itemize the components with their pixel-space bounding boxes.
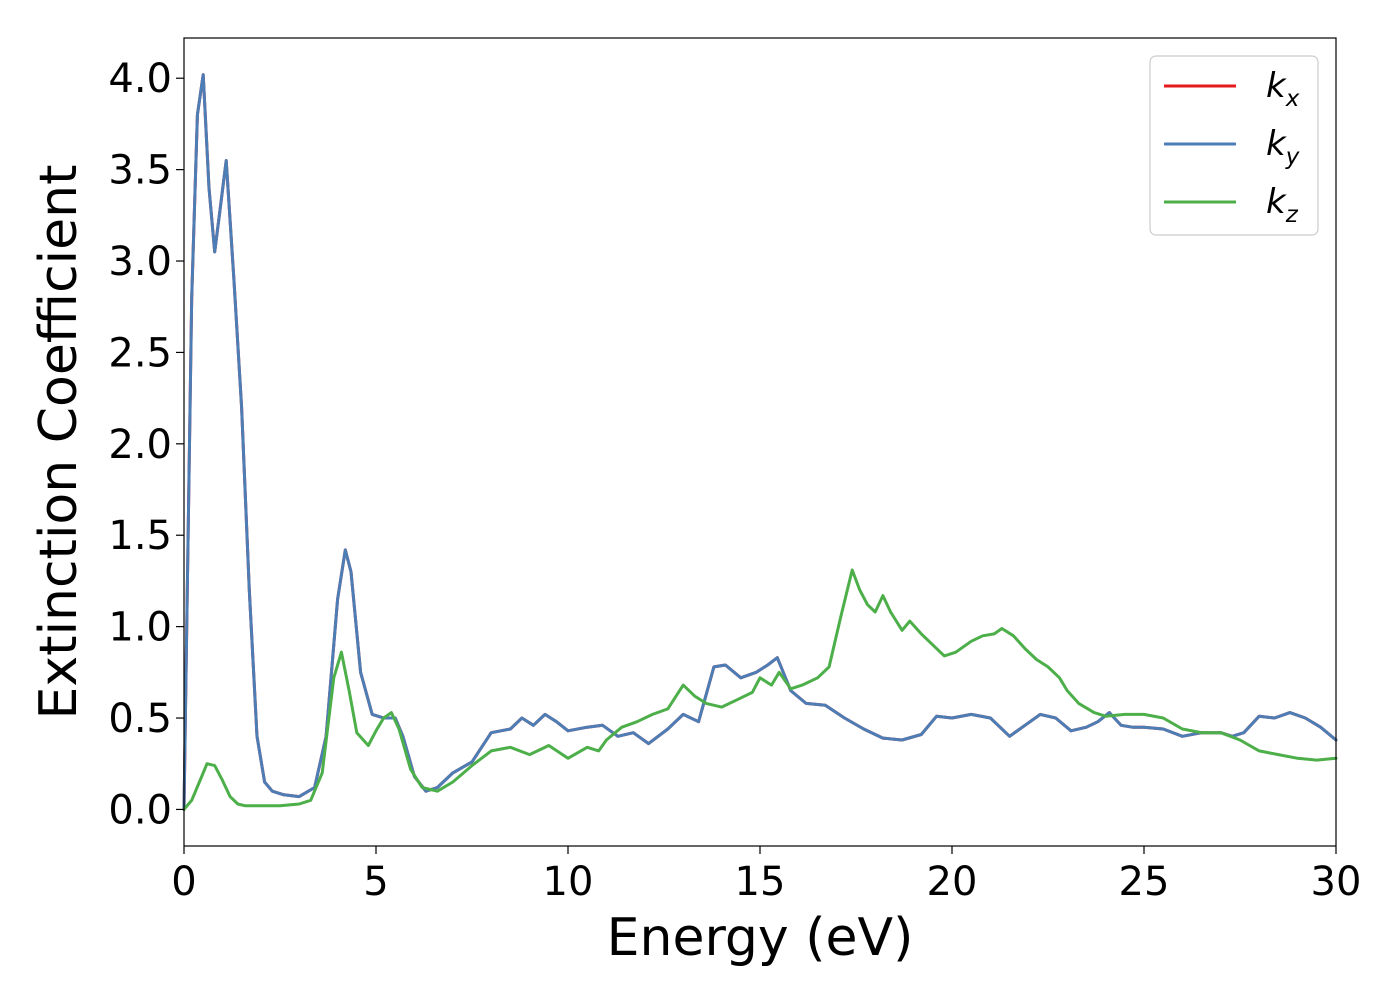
legend-items: kx ky kz: [1164, 66, 1300, 228]
x-tick-label: 10: [543, 859, 594, 905]
x-tick-label: 25: [1119, 859, 1170, 905]
y-tick-label: 4.0: [108, 56, 172, 102]
y-tick-label: 3.0: [108, 239, 172, 285]
y-tick-label: 2.5: [108, 330, 172, 376]
y-tick-label: 2.0: [108, 422, 172, 468]
legend-label-ky: ky: [1266, 124, 1300, 170]
series-layer: [182, 73, 1338, 811]
y-axis-label: Extinction Coefficient: [29, 165, 89, 720]
x-tick-label: 20: [927, 859, 978, 905]
x-tick-label: 0: [171, 859, 196, 905]
y-tick-label: 1.0: [108, 605, 172, 651]
y-axis-ticks: 0.0 0.5 1.0 1.5 2.0 2.5 3.0 3.5 4.0: [108, 56, 184, 833]
legend-label-kz: kz: [1266, 182, 1299, 228]
x-tick-label: 15: [735, 859, 786, 905]
x-axis-ticks: 0 5 10 15 20 25 30: [171, 846, 1361, 905]
y-tick-label: 0.5: [108, 696, 172, 742]
legend-label-kx: kx: [1266, 66, 1300, 112]
y-tick-label: 3.5: [108, 148, 172, 194]
legend: kx ky kz: [1149, 55, 1319, 236]
y-tick-label: 0.0: [108, 787, 172, 833]
x-tick-label: 30: [1311, 859, 1362, 905]
x-tick-label: 5: [363, 859, 388, 905]
x-axis-label: Energy (eV): [607, 908, 914, 968]
series-line-kz: [182, 568, 1338, 811]
series-line-ky: [182, 73, 1338, 811]
y-tick-label: 1.5: [108, 513, 172, 559]
